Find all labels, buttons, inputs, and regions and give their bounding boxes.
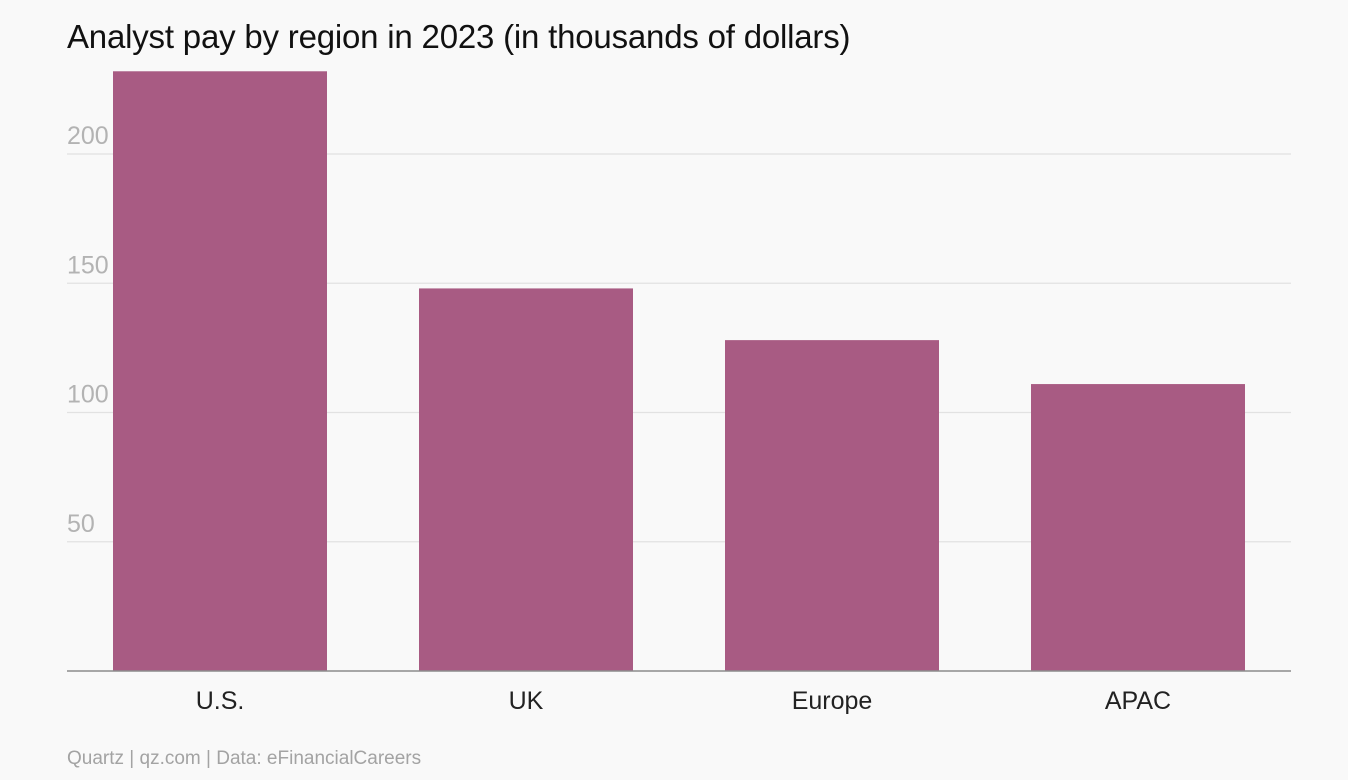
y-tick-label: 100	[67, 381, 109, 409]
y-tick-label: 50	[67, 510, 95, 538]
source-footer: Quartz | qz.com | Data: eFinancialCareer…	[67, 748, 422, 769]
y-tick-label: 150	[67, 251, 109, 279]
x-category-label: UK	[509, 687, 544, 715]
x-category-label: U.S.	[196, 687, 245, 715]
x-category-label: APAC	[1105, 687, 1171, 715]
bar-apac	[1031, 384, 1245, 671]
bar-europe	[725, 340, 939, 671]
bar-uk	[419, 288, 633, 671]
bars	[113, 71, 1245, 671]
chart-title: Analyst pay by region in 2023 (in thousa…	[67, 18, 851, 55]
y-tick-label: 200	[67, 122, 109, 150]
labels: 50 100 150 200 U.S. UK Europe APAC	[67, 122, 1171, 715]
x-category-label: Europe	[792, 687, 873, 715]
bar-u-s	[113, 71, 327, 671]
